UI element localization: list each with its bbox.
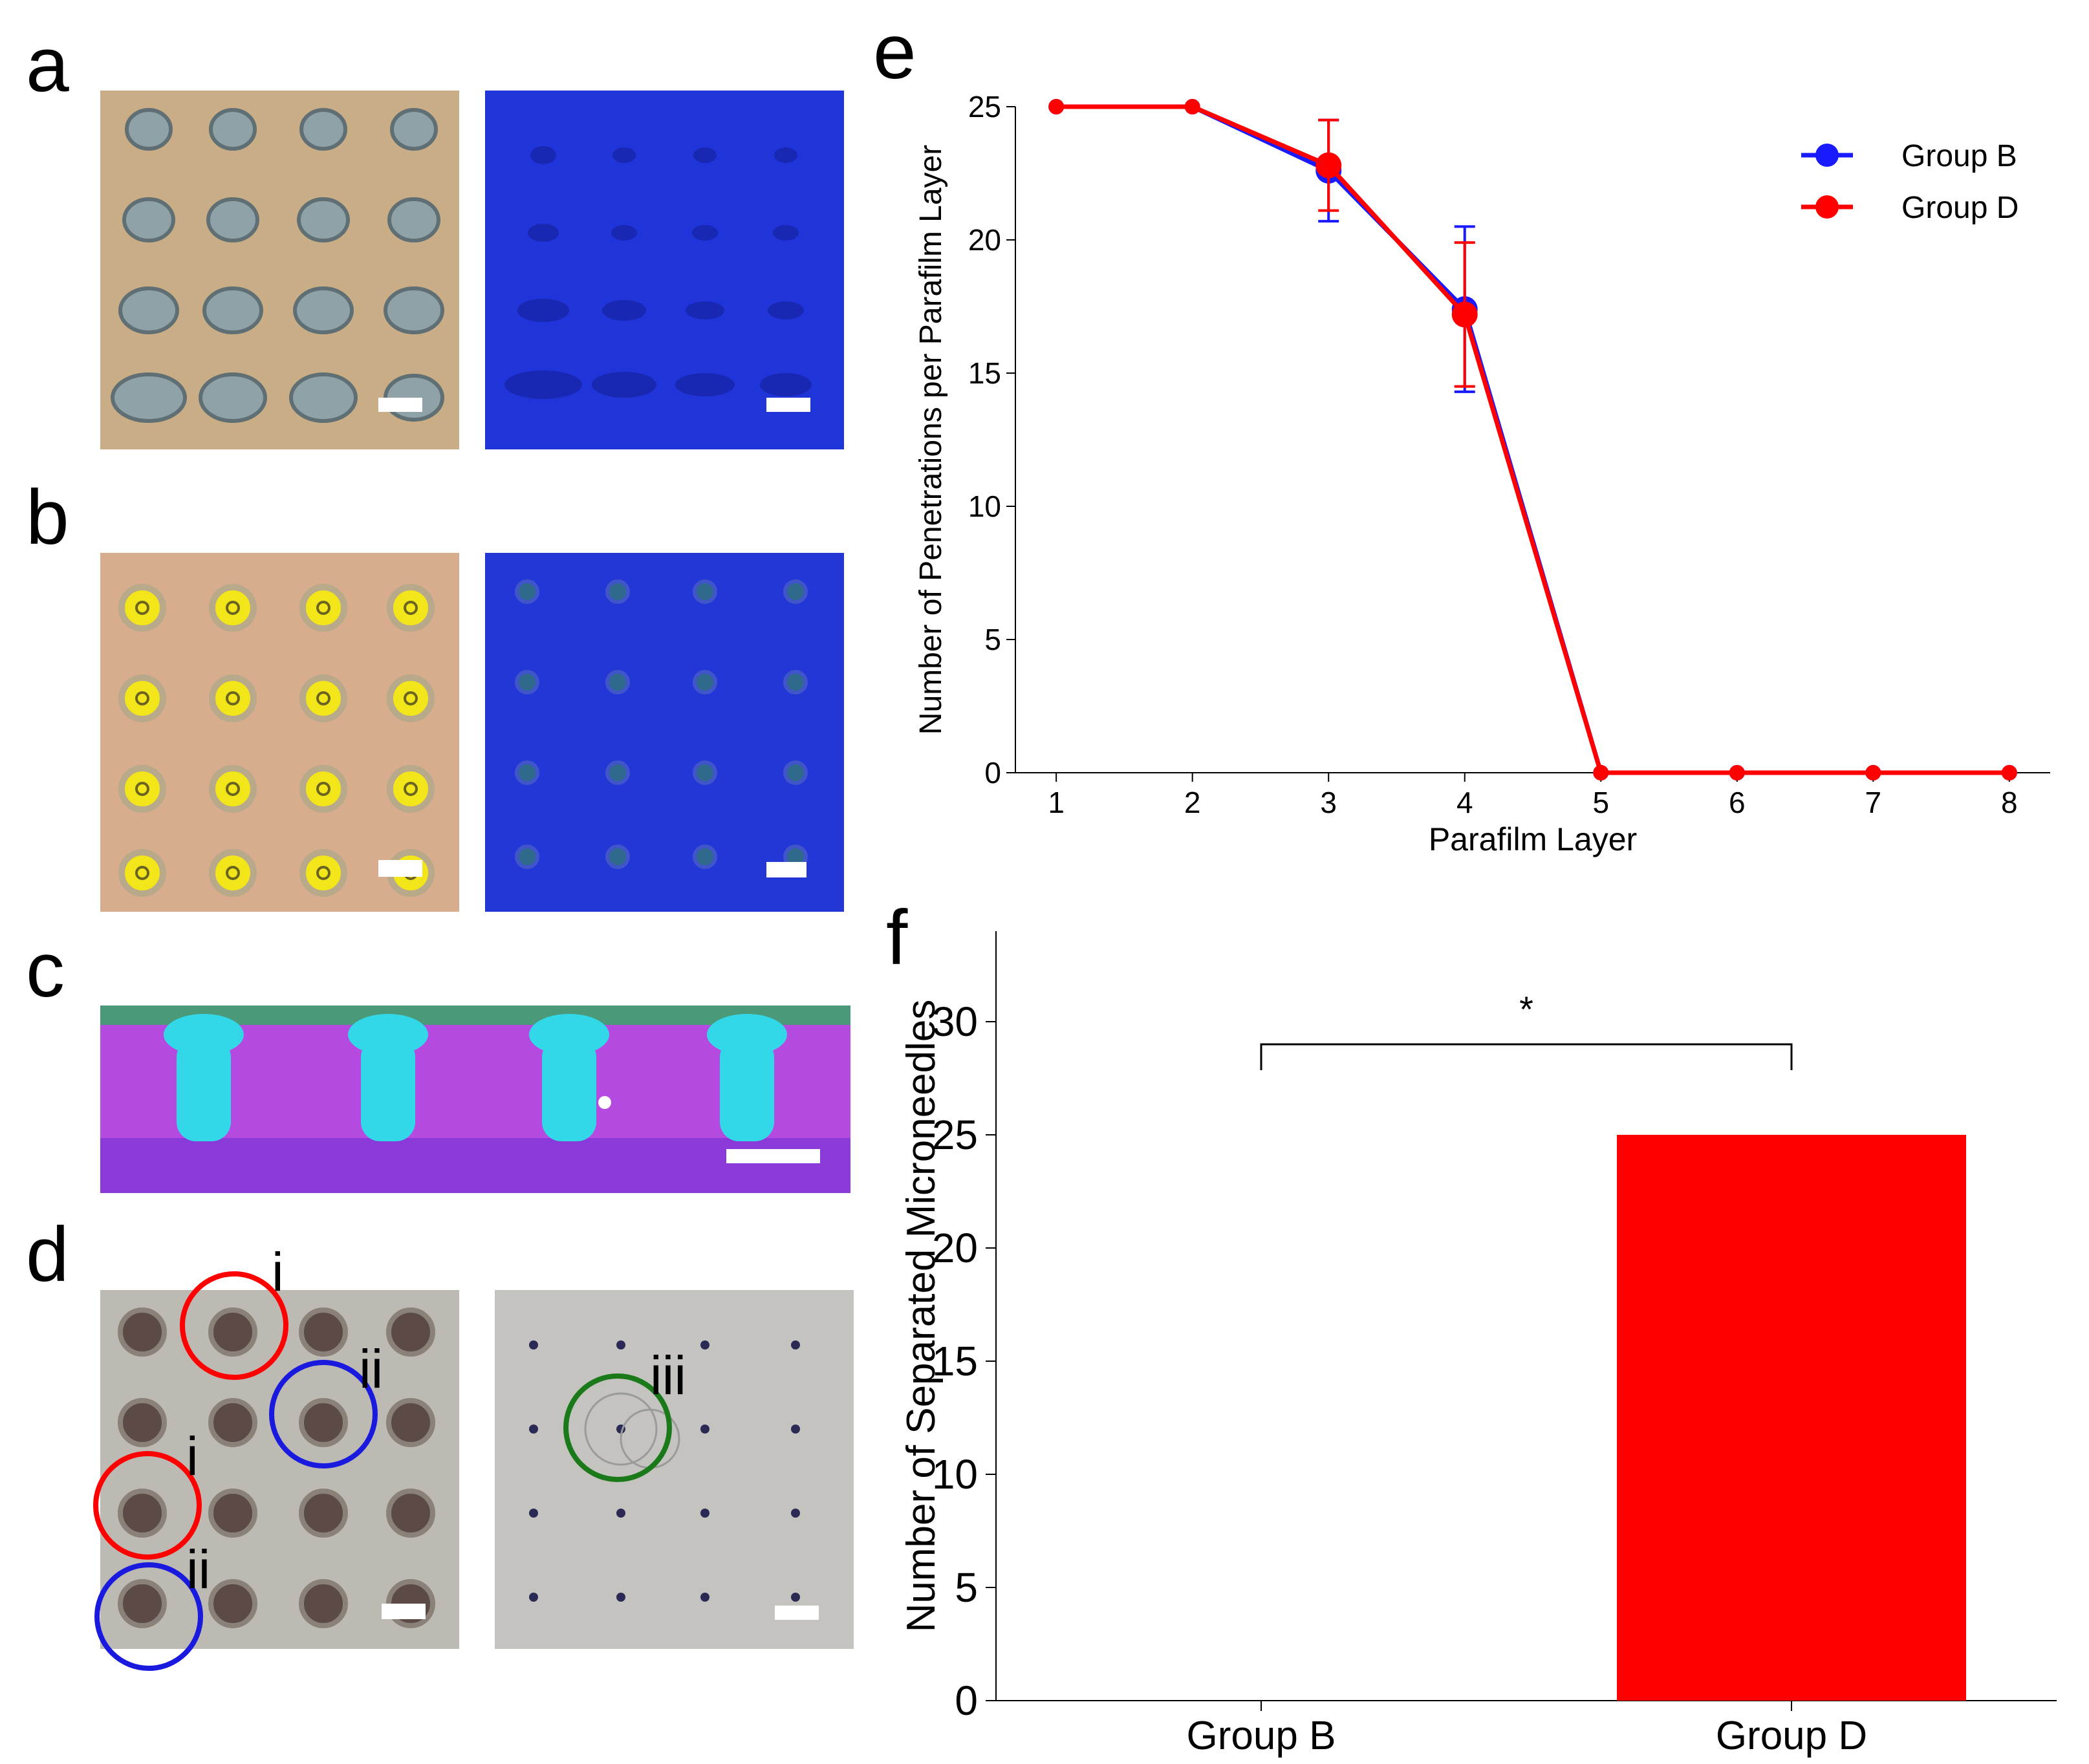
y-tick-label: 5 — [984, 623, 1001, 656]
series-line — [1056, 104, 2009, 775]
x-tick-label: 1 — [1048, 786, 1065, 819]
scale-bar — [766, 862, 806, 877]
y-tick-label: 15 — [968, 356, 1001, 390]
microneedle-cross-section — [100, 1006, 850, 1193]
microneedle-array-d-left — [118, 1307, 435, 1628]
panel-label-a: a — [26, 21, 69, 108]
highlight-circle-green — [563, 1373, 672, 1482]
microneedle-array-b-right — [515, 579, 808, 869]
photo-d-right — [495, 1290, 854, 1649]
scale-bar — [378, 398, 422, 412]
y-tick-label: 10 — [932, 1451, 978, 1498]
x-axis-label: Parafilm Layer — [1429, 821, 1637, 857]
y-tick-label: 5 — [955, 1564, 978, 1611]
y-tick-label: 30 — [932, 998, 978, 1045]
microneedle-array-b-left — [118, 584, 435, 897]
x-tick-label: 8 — [2001, 786, 2018, 819]
data-point — [1865, 765, 1881, 780]
y-axis-label: Number of Separated Microneedles — [899, 1000, 944, 1633]
significance-label: * — [1519, 989, 1533, 1029]
bar-chart: 0 5 10 15 20 25 30 Group B Group D * Number of Sep… — [899, 931, 2057, 1758]
x-tick-label: 5 — [1592, 786, 1609, 819]
scale-bar — [775, 1606, 819, 1620]
data-point — [1451, 301, 1478, 328]
y-tick-label: 20 — [932, 1225, 978, 1271]
annotation-i-left: i — [186, 1426, 199, 1487]
bar — [1617, 1135, 1966, 1701]
annotation-ii-left: ii — [186, 1539, 211, 1600]
highlight-circle-blue — [269, 1360, 378, 1468]
data-point — [1184, 99, 1200, 114]
legend-label: Group B — [1901, 139, 2017, 173]
scale-bar — [766, 398, 810, 412]
microneedle-array-a-right — [504, 146, 812, 399]
annotation-iii: iii — [650, 1345, 686, 1406]
panel-label-f: f — [886, 894, 908, 981]
photo-a-fluorescence — [485, 91, 844, 449]
microneedle-array-a-left — [111, 108, 444, 423]
photo-d-left — [100, 1290, 459, 1649]
legend-marker — [1815, 195, 1839, 219]
y-tick-label: 20 — [968, 223, 1001, 257]
data-point — [1315, 152, 1342, 178]
legend-label: Group D — [1901, 191, 2019, 225]
scale-bar — [378, 860, 422, 877]
highlight-circle-red — [93, 1451, 202, 1560]
x-tick-label: 2 — [1184, 786, 1201, 819]
data-point — [2001, 765, 2017, 780]
x-tick-label: Group D — [1716, 1714, 1867, 1758]
panel-label-c: c — [26, 927, 65, 1013]
x-tick-label: 6 — [1729, 786, 1746, 819]
x-tick-label: 7 — [1865, 786, 1882, 819]
annotation-i-top: i — [272, 1242, 284, 1302]
y-tick-label: 0 — [984, 756, 1001, 790]
y-tick-label: 10 — [968, 489, 1001, 523]
x-tick-label: 3 — [1320, 786, 1337, 819]
highlight-circle-red — [180, 1271, 288, 1380]
photo-b-fluorescence — [485, 553, 844, 912]
photo-b-brightfield — [100, 553, 459, 912]
y-tick-label: 25 — [932, 1112, 978, 1158]
y-axis-label: Number of Penetrations per Parafilm Laye… — [914, 145, 948, 735]
data-point — [1048, 99, 1065, 114]
annotation-ii-top: ii — [359, 1339, 384, 1399]
panel-label-b: b — [26, 474, 69, 561]
y-tick-label: 25 — [968, 90, 1001, 124]
photo-c-cross-section — [100, 1006, 850, 1193]
line-chart: 0 5 10 15 20 25 1 2 3 4 5 6 7 8 Parafilm Layer Number o… — [914, 90, 2050, 857]
x-tick-label: 4 — [1456, 786, 1473, 819]
y-tick-label: 0 — [955, 1677, 978, 1724]
scale-bar — [726, 1149, 820, 1163]
data-point — [1593, 765, 1609, 780]
highlight-circle-blue — [94, 1562, 203, 1671]
scale-bar — [382, 1604, 426, 1619]
data-point — [1729, 765, 1745, 780]
significance-bracket — [1260, 1043, 1793, 1070]
photo-a-brightfield — [100, 91, 459, 449]
y-tick-label: 15 — [932, 1338, 978, 1384]
legend-marker — [1815, 144, 1839, 167]
panel-label-e: e — [873, 8, 916, 95]
x-tick-label: Group B — [1187, 1714, 1336, 1758]
series-line — [1056, 104, 2009, 775]
panel-label-d: d — [26, 1211, 69, 1298]
